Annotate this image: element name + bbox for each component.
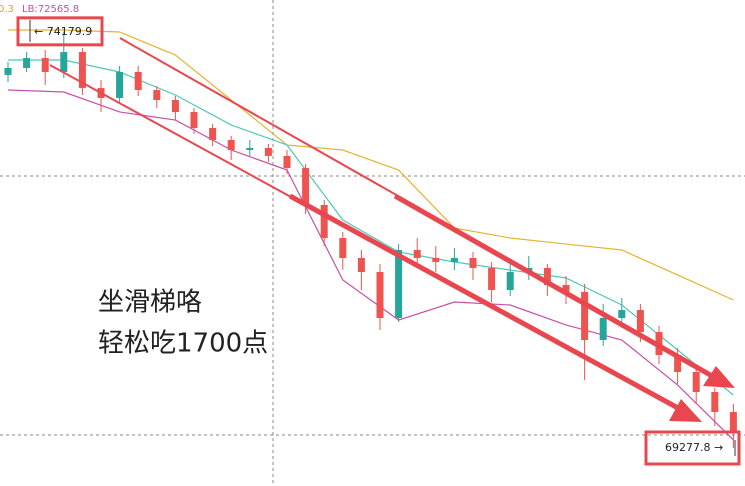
candle-body (581, 292, 589, 340)
candle-body (190, 111, 198, 129)
arrow-head (703, 366, 735, 388)
indicator-label: 0.3 (0, 4, 14, 15)
trend-arrow (393, 193, 714, 379)
candle-body (134, 71, 142, 90)
candle-body (488, 268, 496, 290)
candle-body (395, 250, 403, 319)
candle-body (41, 57, 49, 72)
candle-body (450, 257, 458, 262)
candle-body (78, 52, 86, 89)
candle-body (4, 67, 12, 75)
candle-body (246, 147, 254, 151)
marker-box (16, 16, 104, 47)
candle-body (320, 205, 328, 239)
candle-body (692, 371, 700, 393)
candle-body (60, 52, 68, 72)
candle-body (302, 167, 310, 206)
candle-body (562, 284, 570, 293)
candle-body (674, 355, 682, 372)
candle-body (209, 128, 217, 140)
annotation-text: 坐滑梯咯 (98, 288, 202, 318)
candle-body (264, 147, 272, 156)
arrow-head (669, 399, 702, 422)
candle-body (376, 271, 384, 319)
band-line (8, 59, 734, 396)
high-marker-label: ← 74179.9 (34, 25, 92, 38)
trend-annotations (49, 37, 735, 422)
candle-body (729, 411, 737, 433)
marker-box (644, 430, 741, 466)
candle-body (618, 310, 626, 319)
trend-arrow (288, 193, 680, 411)
candle-body (227, 139, 235, 151)
low-marker-label: 69277.8 → (665, 441, 723, 454)
lb-label: LB:72565.8 (22, 4, 79, 15)
candle-body (413, 250, 421, 258)
candle-body (711, 392, 719, 412)
candle-body (636, 310, 644, 333)
candle-body (432, 257, 440, 262)
candle-body (116, 71, 124, 98)
candle-body (339, 238, 347, 258)
band-line (7, 89, 734, 441)
annotation-text: 轻松吃1700点 (98, 329, 268, 359)
candle-body (283, 155, 291, 168)
candle-body (543, 268, 551, 285)
candle-body (357, 257, 365, 272)
candle-body (171, 100, 179, 112)
candle-body (153, 89, 161, 101)
candle-body (469, 257, 477, 269)
candle-body (599, 318, 607, 340)
band-line (8, 29, 734, 301)
candle-body (23, 57, 31, 68)
candle-body (506, 271, 514, 290)
plot-area (4, 29, 737, 448)
